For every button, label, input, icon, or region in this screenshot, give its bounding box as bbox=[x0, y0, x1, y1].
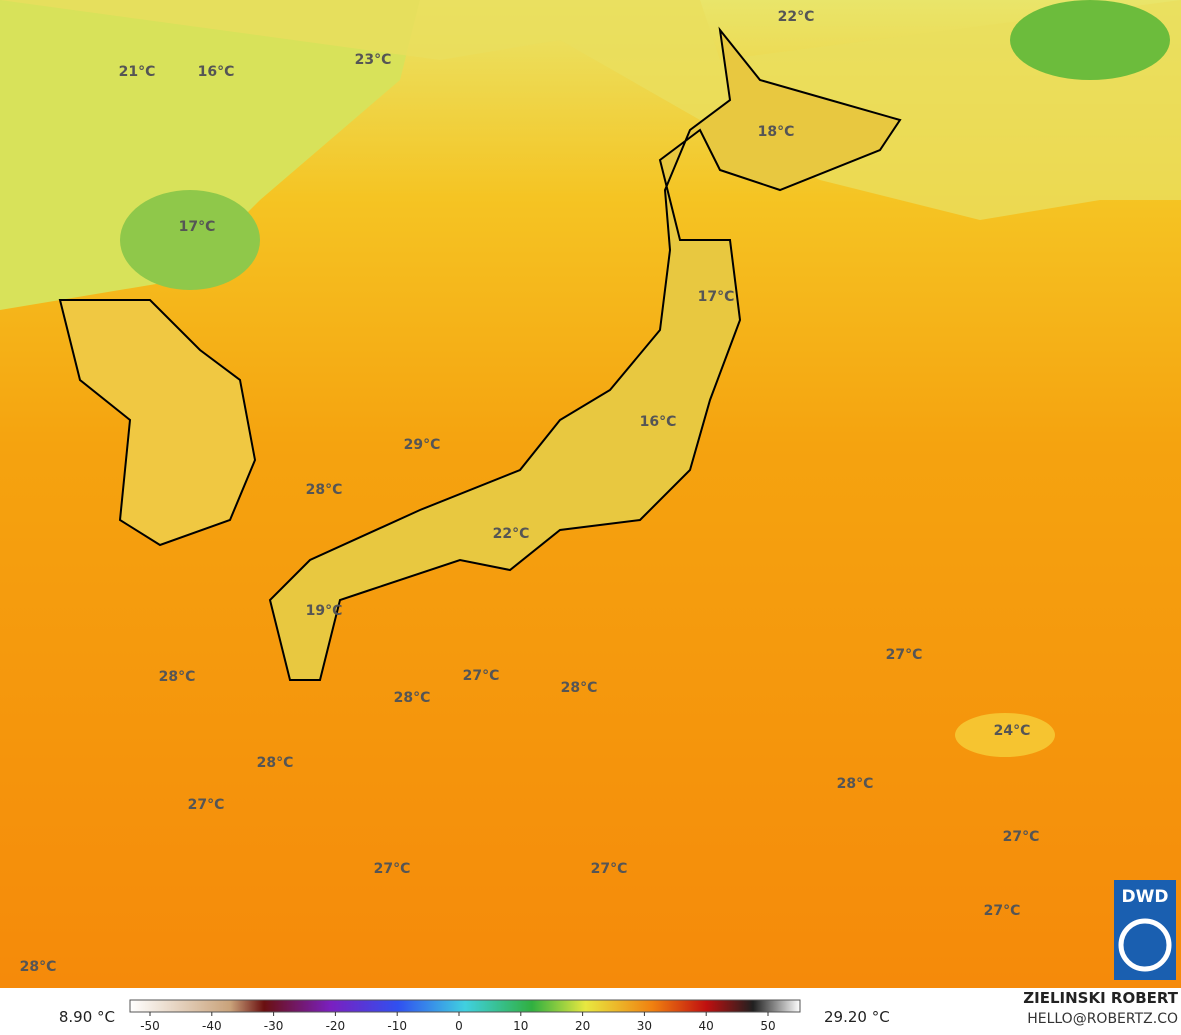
temperature-label: 28°C bbox=[257, 755, 294, 771]
temperature-label: 28°C bbox=[20, 959, 57, 975]
temperature-label: 19°C bbox=[306, 603, 343, 619]
colorbar-tick-label: 20 bbox=[575, 1019, 590, 1033]
land-mainland bbox=[0, 0, 420, 310]
temperature-label: 18°C bbox=[758, 124, 795, 140]
colorbar-tick-label: -30 bbox=[264, 1019, 284, 1033]
temperature-label: 27°C bbox=[463, 668, 500, 684]
temperature-label: 27°C bbox=[188, 797, 225, 813]
colorbar-tick-label: 10 bbox=[513, 1019, 528, 1033]
temperature-label: 27°C bbox=[984, 903, 1021, 919]
temperature-label: 22°C bbox=[778, 9, 815, 25]
temperature-label: 29°C bbox=[404, 437, 441, 453]
japan bbox=[268, 26, 902, 681]
northern-region bbox=[0, 0, 1181, 220]
korea bbox=[58, 299, 257, 547]
logo-text: DWD bbox=[1122, 887, 1169, 907]
temperature-label: 17°C bbox=[698, 289, 735, 305]
temperature-label: 27°C bbox=[374, 861, 411, 877]
temperature-label: 28°C bbox=[159, 669, 196, 685]
colorbar-tick-label: 50 bbox=[760, 1019, 775, 1033]
temperature-label: 21°C bbox=[119, 64, 156, 80]
temperature-label: 27°C bbox=[886, 647, 923, 663]
green-area bbox=[1010, 0, 1170, 80]
temperature-label: 28°C bbox=[561, 680, 598, 696]
temperature-label: 23°C bbox=[355, 52, 392, 68]
colorbar-tick-label: -10 bbox=[387, 1019, 407, 1033]
colorbar-tick-label: 0 bbox=[455, 1019, 463, 1033]
colorbar-tick-label: -20 bbox=[326, 1019, 346, 1033]
green-area bbox=[120, 190, 260, 290]
colorbar-tick-label: 40 bbox=[699, 1019, 714, 1033]
colorbar bbox=[129, 999, 801, 1013]
colorbar-tick-label: -50 bbox=[140, 1019, 160, 1033]
logo-icon bbox=[1118, 918, 1172, 972]
cool-area bbox=[955, 713, 1055, 757]
temperature-label: 27°C bbox=[1003, 829, 1040, 845]
colorbar-tick-label: -40 bbox=[202, 1019, 222, 1033]
temperature-label: 16°C bbox=[640, 414, 677, 430]
temperature-label: 27°C bbox=[591, 861, 628, 877]
temperature-label: 17°C bbox=[179, 219, 216, 235]
author: ZIELINSKI ROBERT bbox=[1023, 989, 1178, 1007]
colorbar-min: 8.90 °C bbox=[59, 1008, 115, 1026]
colorbar-max: 29.20 °C bbox=[824, 1008, 890, 1026]
temperature-label: 24°C bbox=[994, 723, 1031, 739]
temperature-label: 28°C bbox=[306, 482, 343, 498]
temperature-label: 28°C bbox=[837, 776, 874, 792]
temperature-label: 28°C bbox=[394, 690, 431, 706]
temperature-label: 16°C bbox=[198, 64, 235, 80]
contact: HELLO@ROBERTZ.CO bbox=[1027, 1011, 1178, 1027]
colorbar-tick-label: 30 bbox=[637, 1019, 652, 1033]
temperature-label: 22°C bbox=[493, 526, 530, 542]
